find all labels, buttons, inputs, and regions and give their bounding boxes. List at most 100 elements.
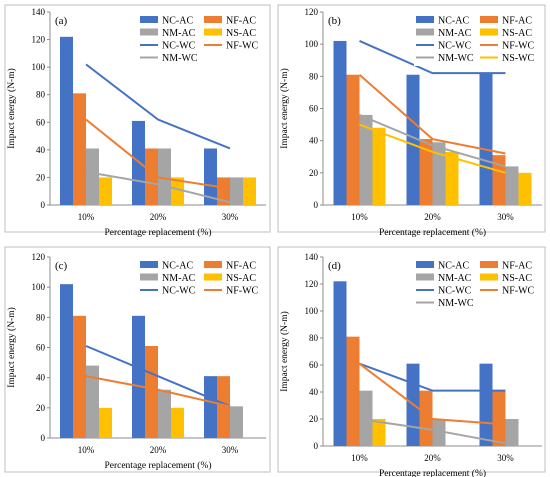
y-axis-title: Impact energy (N-m) [279, 68, 290, 149]
bar-ns-ac-3 [518, 172, 532, 205]
bar-nm-ac-3 [505, 419, 519, 446]
bar-nf-ac-3 [217, 177, 230, 205]
legend-label: NM-AC [438, 28, 472, 39]
x-tick-label: 20% [424, 212, 441, 222]
y-tick-label: 60 [36, 117, 46, 127]
bar-ns-ac-2 [171, 177, 184, 205]
legend-swatch-nc-ac [416, 261, 434, 268]
y-tick-label: 20 [309, 168, 319, 178]
y-tick-label: 100 [32, 62, 46, 72]
legend-label: NS-AC [226, 273, 256, 284]
bar-ns-ac-1 [99, 177, 112, 205]
y-tick-label: 120 [32, 252, 46, 262]
bar-nf-ac-3 [492, 155, 506, 205]
line-nc-wc [85, 345, 231, 408]
legend-label: NF-WC [226, 41, 259, 52]
x-axis-title: Percentage replacement (%) [379, 468, 486, 477]
y-tick-label: 0 [41, 200, 46, 210]
legend-swatch-ns-ac [480, 28, 498, 36]
x-tick-label: 30% [497, 453, 514, 463]
bar-ns-ac-3 [243, 177, 256, 205]
line-nc-wc [85, 63, 231, 150]
line-nm-wc [85, 170, 231, 204]
y-tick-label: 20 [309, 414, 319, 424]
y-tick-label: 80 [309, 71, 319, 81]
legend-label: NC-WC [438, 41, 472, 52]
x-axis-title: Percentage replacement (%) [104, 227, 211, 238]
y-tick-label: 60 [309, 360, 319, 370]
y-tick-label: 80 [36, 90, 46, 100]
x-tick-label: 30% [222, 445, 239, 455]
bar-nc-ac-1 [333, 40, 347, 206]
legend-background [138, 258, 268, 299]
legend-label: NC-WC [438, 286, 472, 297]
legend-label: NM-WC [162, 53, 198, 64]
x-tick-label: 30% [222, 212, 239, 222]
legend-swatch-nc-ac [140, 16, 158, 23]
x-tick-label: 20% [150, 212, 167, 222]
y-tick-label: 0 [41, 433, 46, 443]
legend-label: NF-AC [502, 16, 532, 27]
legend-label: NF-AC [502, 261, 532, 272]
line-nf-wc [358, 73, 506, 155]
y-tick-label: 140 [32, 7, 46, 17]
line-nm-wc [359, 418, 506, 445]
legend: NC-AC NF-AC NM-AC NS-AC NC-WC NF-WC [138, 258, 268, 299]
bar-nf-ac-2 [419, 390, 433, 446]
legend-label: NC-AC [162, 261, 193, 272]
x-axis-title: Percentage replacement (%) [379, 227, 486, 238]
legend-label: NC-WC [162, 41, 196, 52]
legend-label: NM-WC [438, 53, 474, 64]
legend-label: NM-AC [162, 28, 196, 39]
bar-nm-ac-1 [86, 148, 99, 205]
bar-nc-ac-2 [132, 315, 145, 438]
legend-swatch-nf-ac [480, 16, 498, 23]
bar-nm-ac-1 [359, 114, 373, 205]
legend-swatch-nc-ac [416, 16, 434, 23]
bar-nm-ac-3 [230, 177, 243, 205]
legend-label: NC-AC [162, 16, 193, 27]
x-tick-label: 10% [78, 212, 95, 222]
bar-nc-ac-3 [204, 148, 217, 205]
bar-nc-ac-2 [406, 74, 420, 205]
line-nm-wc [359, 114, 506, 168]
y-tick-label: 40 [36, 373, 46, 383]
legend-label: NF-AC [226, 261, 256, 272]
y-tick-label: 120 [305, 7, 319, 17]
legend-swatch-nm-ac [416, 273, 434, 281]
bar-nm-ac-2 [432, 419, 446, 446]
bar-nf-ac-2 [145, 148, 158, 205]
bar-nm-ac-2 [158, 148, 171, 205]
line-ns-wc [359, 123, 506, 174]
x-tick-label: 20% [424, 453, 441, 463]
y-tick-label: 140 [305, 252, 319, 262]
x-tick-label: 20% [150, 445, 167, 455]
legend-label: NF-WC [502, 41, 535, 52]
y-tick-label: 0 [314, 441, 319, 451]
bar-nc-ac-3 [204, 376, 217, 438]
legend: NC-AC NF-AC NM-AC NS-AC NC-WC NF-WC NM-WC [414, 258, 544, 311]
legend-label: NS-AC [502, 28, 532, 39]
bar-nf-ac-1 [73, 93, 86, 205]
legend-label: NS-AC [502, 273, 532, 284]
y-axis-title: Impact energy (N-m) [6, 307, 17, 388]
legend-swatch-nm-ac [416, 28, 434, 36]
legend-swatch-ns-ac [204, 28, 222, 36]
y-tick-label: 80 [309, 333, 319, 343]
panel-label: (a) [55, 15, 68, 27]
legend-label: NM-AC [162, 273, 196, 284]
bar-nf-ac-2 [419, 139, 433, 205]
bar-nf-ac-3 [492, 390, 506, 446]
legend-label: NS-AC [226, 28, 256, 39]
legend-background [138, 13, 268, 66]
bar-ns-ac-1 [372, 419, 386, 446]
line-nf-wc [85, 375, 231, 408]
chart-panel-2: 0 20 40 60 80 100 120 10% 20% 30% (b) NC-AC NF-AC NM-… [277, 4, 546, 238]
y-tick-label: 100 [32, 282, 46, 292]
line-nc-wc [359, 362, 506, 392]
legend-swatch-nf-ac [204, 16, 222, 23]
y-tick-label: 100 [305, 39, 319, 49]
legend-swatch-nf-ac [480, 261, 498, 268]
legend-label: NC-WC [162, 286, 196, 297]
